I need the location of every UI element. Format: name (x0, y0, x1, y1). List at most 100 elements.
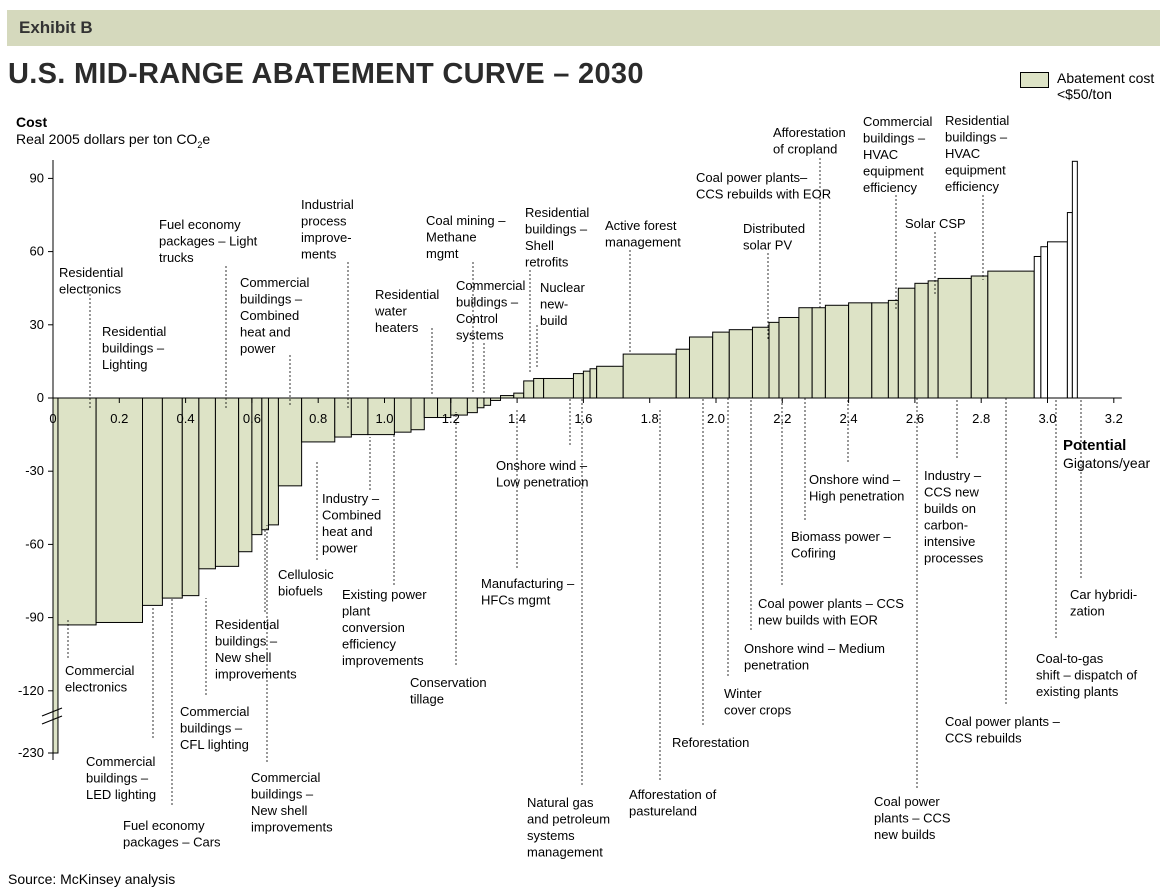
bar-over-threshold (1040, 246, 1048, 399)
bar (589, 368, 598, 399)
annotation-label: Active forest management (605, 218, 681, 250)
annotation-label: Onshore wind – Low penetration (496, 458, 589, 490)
bar (712, 331, 730, 399)
bar (887, 299, 899, 399)
bar (897, 287, 916, 399)
bar (483, 397, 492, 406)
legend-swatch (1020, 72, 1049, 88)
y-tick-label: -230 (18, 745, 44, 760)
annotation-label: Commercial buildings – Combined heat and pow… (240, 275, 309, 356)
annotation-label: Cellulosic biofuels (278, 567, 334, 599)
bar (596, 365, 624, 399)
bar (543, 377, 574, 399)
bar (198, 397, 216, 570)
x-axis-subtitle: Gigatons/year (1063, 455, 1151, 471)
bar (811, 307, 826, 399)
x-tick-label: 3.0 (1038, 411, 1056, 426)
bar (622, 353, 677, 399)
annotation-label: Industry – CCS new builds on carbon-intensi… (924, 468, 984, 566)
bar (214, 397, 240, 567)
bar (267, 397, 279, 526)
annotation-label: Residential electronics (59, 265, 123, 297)
axis-break-mark (41, 715, 63, 725)
bar (970, 275, 989, 399)
exhibit-label: Exhibit B (19, 18, 93, 37)
annotation-label: Residential water heaters (374, 287, 439, 335)
annotation-label: Fuel economy packages – Cars (123, 818, 221, 850)
x-tick-label: 0.6 (243, 411, 261, 426)
bar-over-threshold (1066, 212, 1073, 399)
x-tick-label: 0.2 (110, 411, 128, 426)
bar (728, 329, 753, 399)
bar (466, 397, 478, 414)
x-tick-label: 0.8 (309, 411, 327, 426)
bar (95, 397, 144, 623)
annotation-label: Reforestation (672, 735, 749, 750)
annotation-label: Onshore wind – Medium penetration (744, 641, 885, 673)
annotation-label: Coal mining – Methane mgmt (426, 213, 506, 261)
x-tick-label: 3.2 (1105, 411, 1123, 426)
annotation-label: Industrial process improve-ments (301, 197, 354, 262)
y-tick-label: -60 (25, 536, 44, 551)
bar (914, 282, 929, 399)
annotation-label: Distributed solar PV (743, 221, 805, 253)
x-tick-label: 1.8 (641, 411, 659, 426)
bar (277, 397, 303, 487)
annotation-label: Solar CSP (905, 216, 966, 231)
x-tick-label: 2.6 (906, 411, 924, 426)
bar (57, 397, 97, 626)
bar (52, 397, 59, 754)
bar (142, 397, 163, 606)
annotation-label: Residential buildings – HVAC equipment effic… (945, 113, 1009, 194)
y-axis-title: Cost (16, 114, 48, 130)
annotation-label: Coal power plants– CCS rebuilds with EOR (696, 170, 831, 202)
y-tick-label: -120 (18, 683, 44, 698)
bar (937, 277, 972, 399)
bar (161, 397, 183, 599)
y-tick-label: 0 (37, 390, 44, 405)
annotation-label: Coal-to-gas shift – dispatch of existing p… (1036, 651, 1138, 699)
annotation-label: Conservation tillage (410, 675, 487, 707)
annotation-label: Winter cover crops (724, 686, 792, 718)
bar (181, 397, 200, 597)
x-tick-label: 2.0 (707, 411, 725, 426)
annotation-label: Commercial buildings – HVAC equipment effici… (863, 114, 932, 195)
bar (523, 380, 535, 399)
page-title: U.S. MID-RANGE ABATEMENT CURVE – 2030 (8, 58, 644, 90)
annotation-label: Afforestation of pastureland (629, 787, 717, 819)
bar (476, 397, 485, 409)
bar (367, 397, 395, 436)
annotation-label: Commercial buildings – Control systems (456, 278, 525, 343)
annotation-label: Existing power plant conversion efficiency i… (342, 587, 427, 668)
bar (334, 397, 352, 438)
bar (987, 270, 1035, 399)
y-axis-subtitle: Real 2005 dollars per ton CO2e (16, 131, 211, 150)
bar (798, 307, 813, 399)
bar-over-threshold (1071, 160, 1078, 399)
exhibit-banner: Exhibit B (7, 10, 1160, 46)
bar (871, 302, 889, 399)
annotation-label: Residential buildings – Shell retrofits (525, 205, 589, 270)
annotation-label: Nuclear new-build (540, 280, 585, 328)
annotation-label: Residential buildings – New shell improveme… (215, 617, 297, 682)
annotation-label: Commercial electronics (65, 663, 134, 695)
x-tick-label: 0 (49, 411, 56, 426)
annotation-label: Coal power plants – CCS rebuilds (945, 714, 1061, 746)
bar (751, 326, 770, 399)
x-tick-label: 0.4 (177, 411, 195, 426)
bar (423, 397, 439, 419)
annotation-label: Commercial buildings – New shell improvemen… (251, 770, 333, 835)
y-tick-label: -30 (25, 463, 44, 478)
bar (688, 336, 714, 399)
bar (572, 373, 584, 399)
bar (533, 377, 545, 399)
x-axis-title: Potential (1063, 437, 1127, 454)
bar (301, 397, 336, 443)
bar-over-threshold (1033, 255, 1042, 399)
annotation-label: Fuel economy packages – Light trucks (159, 217, 258, 265)
annotation-label: Industry – Combined heat and power (322, 491, 381, 556)
annotation-label: Onshore wind – High penetration (809, 472, 904, 504)
bar (261, 397, 269, 531)
annotation-label: Commercial buildings – LED lighting (86, 754, 156, 802)
